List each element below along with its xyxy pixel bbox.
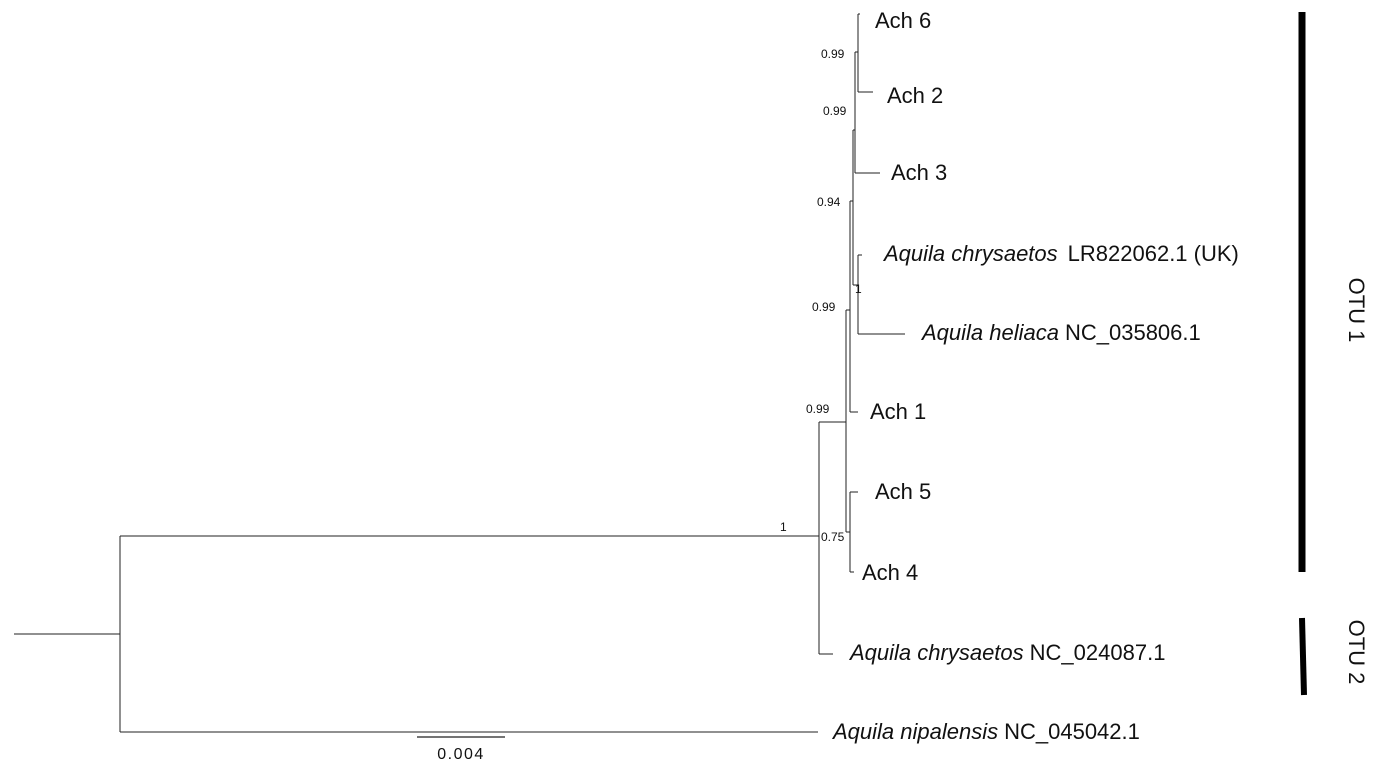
tip-label: Aquila heliaca NC_035806.1 [920,320,1201,345]
support-value: 1 [780,520,787,534]
scale-bar-label: 0.004 [437,746,485,763]
support-value: 0.99 [812,300,836,314]
clade-label: OTU 2 [1344,620,1369,685]
branches [14,13,905,733]
accession: NC_045042.1 [1004,719,1140,744]
tip-label: Ach 3 [891,160,947,185]
tip-label: Aquila chrysaetos NC_024087.1 [848,640,1165,665]
tip-label: Ach 4 [862,560,918,585]
support-value: 0.94 [817,195,841,209]
clade-bar [1299,617,1307,696]
support-value: 0.99 [823,104,847,118]
accession: LR822062.1 (UK) [1068,241,1239,266]
tip-label: Aquila chrysaetos LR822062.1 (UK) [882,241,1239,266]
species-name: Aquila nipalensis [831,719,998,744]
tip-label: Aquila nipalensis NC_045042.1 [831,719,1140,744]
tip-label: Ach 2 [887,83,943,108]
accession: NC_035806.1 [1065,320,1201,345]
accession: NC_024087.1 [1030,640,1166,665]
species-name: Aquila chrysaetos [882,241,1058,266]
tip-label: Ach 1 [870,399,926,424]
species-name: Aquila chrysaetos [848,640,1024,665]
support-value: 0.75 [821,530,845,544]
clade-label: OTU 1 [1344,278,1369,343]
support-value: 0.99 [821,47,845,61]
support-value: 1 [855,282,862,296]
tip-label: Ach 5 [875,479,931,504]
support-value: 0.99 [806,402,830,416]
tip-label: Ach 6 [875,8,931,33]
species-name: Aquila heliaca [920,320,1059,345]
tree-branches [14,13,905,733]
